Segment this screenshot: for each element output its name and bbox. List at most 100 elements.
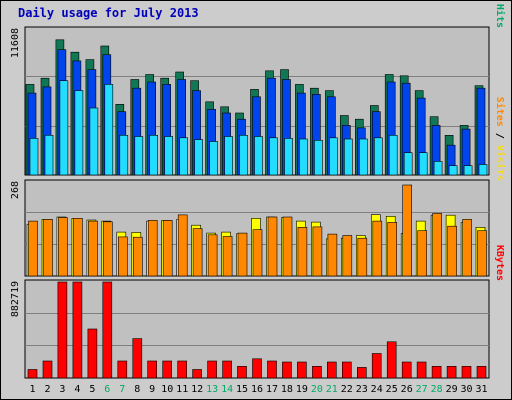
bar-pages-day-12: [194, 139, 203, 176]
bar-kbytes-day-19: [297, 361, 307, 379]
x-tick-label: 20: [311, 384, 323, 395]
bar-sites-day-6: [103, 221, 113, 277]
bar-kbytes-day-24: [371, 353, 382, 379]
bar-pages-day-21: [329, 137, 338, 176]
bar-pages-day-20: [314, 140, 323, 176]
x-tick-label: 21: [326, 384, 338, 395]
bar-kbytes-day-3: [57, 281, 68, 379]
x-tick-label: 7: [119, 384, 125, 395]
chart-title: Daily usage for July 2013: [18, 6, 199, 20]
bar-pages-day-28: [433, 161, 443, 176]
bar-kbytes-day-27: [416, 361, 427, 379]
x-tick-label: 16: [251, 384, 263, 395]
bar-sites-day-31: [477, 230, 487, 277]
x-tick-label: 18: [281, 384, 293, 395]
bar-files-day-31: [476, 87, 486, 176]
bar-kbytes-day-2: [42, 360, 53, 379]
x-tick-label: 3: [59, 384, 65, 395]
bar-kbytes-day-23: [356, 367, 367, 379]
bar-kbytes-day-13: [207, 360, 217, 379]
x-tick-label: 27: [416, 384, 428, 395]
bar-pages-day-14: [224, 136, 233, 176]
bar-kbytes-day-11: [177, 360, 187, 379]
bar-sites-day-28: [432, 213, 442, 277]
bar-pages-day-3: [59, 80, 69, 176]
legend-entry: Hits: [494, 4, 506, 28]
bar-sites-day-18: [282, 216, 293, 277]
bar-kbytes-day-16: [252, 358, 262, 379]
bar-pages-day-9: [149, 135, 158, 176]
bar-pages-day-16: [254, 136, 263, 176]
bar-pages-day-7: [119, 135, 129, 176]
x-tick-label: 22: [341, 384, 353, 395]
x-tick-label: 10: [161, 384, 173, 395]
x-tick-label: 12: [191, 384, 203, 395]
bar-kbytes-day-10: [162, 360, 172, 379]
bar-kbytes-day-5: [87, 328, 98, 379]
bar-pages-day-2: [44, 135, 54, 176]
bar-kbytes-day-1: [27, 369, 38, 379]
bar-pages-day-11: [179, 137, 188, 176]
bar-kbytes-day-21: [326, 361, 337, 379]
bar-sites-day-25: [387, 222, 398, 277]
bar-kbytes-day-9: [147, 360, 157, 379]
x-tick-label: 11: [176, 384, 188, 395]
bar-kbytes-day-22: [341, 361, 352, 379]
x-tick-label: 29: [446, 384, 458, 395]
bar-pages-day-24: [373, 137, 383, 176]
bar-pages-day-10: [164, 136, 173, 176]
bar-sites-day-23: [357, 237, 368, 277]
bar-sites-day-4: [73, 218, 83, 277]
x-tick-label: 2: [44, 384, 50, 395]
bar-pages-day-30: [463, 165, 473, 176]
legend-entry: KBytes: [494, 245, 505, 281]
x-tick-label: 25: [386, 384, 398, 395]
x-tick-label: 15: [236, 384, 248, 395]
bar-sites-day-13: [207, 234, 218, 277]
bar-sites-day-14: [222, 236, 233, 277]
x-tick-label: 8: [134, 384, 140, 395]
bar-sites-day-20: [312, 226, 323, 277]
bar-sites-day-8: [133, 236, 143, 277]
bar-pages-day-17: [269, 137, 278, 176]
bar-kbytes-day-20: [312, 365, 322, 379]
panel-usage-ymax-label: 11608: [10, 28, 21, 58]
bar-pages-day-27: [418, 152, 428, 176]
bar-pages-day-31: [478, 164, 488, 176]
x-tick-label: 31: [475, 384, 487, 395]
bar-kbytes-day-15: [237, 365, 247, 379]
bar-pages-day-19: [299, 138, 308, 176]
bar-pages-day-4: [74, 90, 84, 176]
bar-pages-day-6: [104, 84, 114, 176]
bar-sites-day-9: [147, 220, 158, 277]
legend-entry: Visits: [494, 145, 506, 181]
panel-sites-visits-ymax-label: 268: [10, 181, 21, 199]
bar-sites-day-27: [417, 230, 428, 277]
bar-sites-day-22: [342, 235, 353, 277]
x-tick-label: 9: [149, 384, 155, 395]
panel-usage-legend: Pages / Files / Hits: [494, 0, 506, 28]
bar-sites-day-3: [58, 217, 68, 277]
bar-pages-day-25: [388, 135, 398, 176]
panel-sites-visits-legend: Sites / Visits: [494, 97, 506, 181]
x-tick-label: 28: [431, 384, 443, 395]
bar-pages-day-13: [209, 141, 218, 176]
bar-kbytes-day-4: [72, 281, 83, 379]
legend-entry: /: [494, 0, 505, 4]
x-tick-label: 4: [74, 384, 80, 395]
bar-sites-day-24: [372, 220, 383, 277]
legend-entry: Sites: [494, 97, 506, 127]
bar-sites-day-7: [118, 236, 128, 277]
x-tick-label: 24: [371, 384, 383, 395]
x-tick-label: 26: [401, 384, 413, 395]
bar-pages-day-29: [448, 165, 458, 176]
bar-pages-day-15: [239, 135, 248, 176]
bar-sites-day-10: [162, 220, 173, 277]
x-tick-label: 6: [104, 384, 110, 395]
bar-sites-day-15: [237, 232, 248, 277]
x-tick-label: 14: [221, 384, 233, 395]
bar-sites-day-26: [402, 184, 413, 277]
bar-sites-day-29: [447, 225, 457, 277]
bar-kbytes-day-30: [461, 365, 472, 379]
